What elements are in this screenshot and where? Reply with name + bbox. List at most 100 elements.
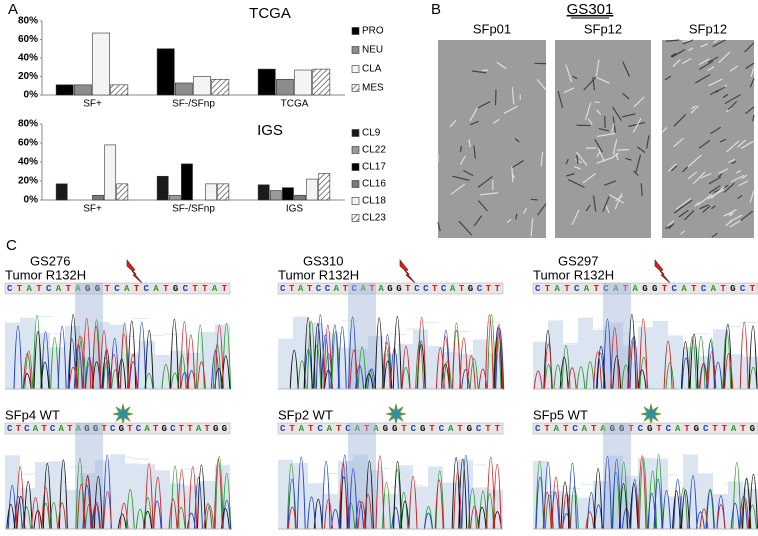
cell [563, 87, 575, 94]
cell [536, 79, 547, 91]
sequence-bar [277, 282, 504, 295]
cell [670, 51, 682, 58]
quality-bar [565, 343, 581, 345]
quality-bar [326, 473, 342, 475]
cell [537, 203, 547, 216]
base: T [628, 424, 634, 434]
base: A [327, 424, 333, 434]
base: T [662, 284, 668, 294]
x-tick-label: SF-/SFnp [172, 204, 215, 215]
base: T [343, 284, 349, 294]
cell [595, 59, 600, 77]
cell [698, 139, 711, 149]
y-tick-label: 40% [18, 53, 38, 64]
base: A [33, 424, 39, 434]
bar [116, 183, 129, 201]
legend-label: NEU [362, 45, 383, 56]
y-tick-label: 40% [18, 157, 38, 168]
base: C [535, 284, 541, 294]
cell [725, 140, 740, 153]
wt-icon [385, 403, 407, 425]
trace [533, 454, 758, 530]
base: G [647, 424, 652, 434]
base: A [681, 284, 687, 294]
base: C [703, 424, 709, 434]
trace [278, 463, 503, 530]
base: T [712, 424, 718, 434]
cell [727, 100, 738, 111]
cell [719, 138, 727, 143]
trace [5, 458, 230, 530]
cell [679, 199, 693, 210]
bar [193, 76, 211, 96]
image-label: SFp12 [689, 21, 727, 36]
cell [729, 65, 739, 72]
base: T [401, 424, 407, 434]
cell [684, 210, 695, 221]
base: T [429, 424, 435, 434]
legend-label: MES [362, 83, 384, 94]
legend-label: CL22 [362, 145, 386, 156]
panel-title: GS301 [567, 1, 614, 18]
sample-name: GS310 [303, 253, 343, 268]
base: G [383, 424, 388, 434]
base: C [572, 424, 578, 434]
quality [533, 454, 758, 529]
cell [688, 47, 694, 51]
cell [749, 78, 755, 88]
quality-bar [693, 333, 709, 335]
cell [690, 105, 696, 110]
cell [451, 175, 470, 181]
base: T [36, 284, 42, 294]
quality-bar [37, 316, 53, 318]
base: C [535, 424, 541, 434]
base: C [477, 284, 483, 294]
base: C [50, 424, 56, 434]
y-tick-label: 20% [18, 71, 38, 82]
trace [278, 455, 503, 530]
bar [257, 68, 276, 96]
legend-label: CL17 [362, 162, 386, 173]
cell [477, 101, 491, 109]
base: T [308, 424, 314, 434]
quality [5, 317, 230, 389]
cell [582, 172, 596, 184]
micrograph [555, 40, 651, 238]
base: G [392, 424, 397, 434]
base: T [153, 424, 159, 434]
cell [612, 139, 618, 155]
x-tick-label: SF+ [83, 204, 102, 215]
base: T [105, 284, 111, 294]
sample-label: SFp4 WT [5, 407, 60, 422]
bar [312, 68, 331, 96]
base: A [675, 424, 681, 434]
base: C [603, 284, 609, 294]
base: C [183, 284, 189, 294]
base: G [468, 284, 473, 294]
y-tick-label: 0% [24, 90, 39, 101]
cell [744, 42, 755, 53]
cell [728, 212, 734, 217]
base: T [485, 424, 491, 434]
cell [530, 218, 534, 237]
bar [205, 183, 218, 201]
cell [728, 209, 736, 216]
cell [628, 121, 645, 128]
bar [110, 84, 129, 96]
sequence-bar [532, 282, 758, 295]
image-label: SFp12 [584, 21, 622, 36]
cell [583, 77, 596, 91]
base: C [7, 284, 13, 294]
cell [722, 93, 729, 99]
quality-bar [581, 483, 597, 485]
quality-bar [133, 458, 149, 460]
base: G [750, 424, 755, 434]
cell [596, 77, 610, 84]
cell [731, 160, 737, 165]
legend-swatch [351, 197, 360, 205]
cell [700, 172, 712, 179]
sample-name: GS297 [558, 253, 598, 268]
base: T [41, 424, 47, 434]
